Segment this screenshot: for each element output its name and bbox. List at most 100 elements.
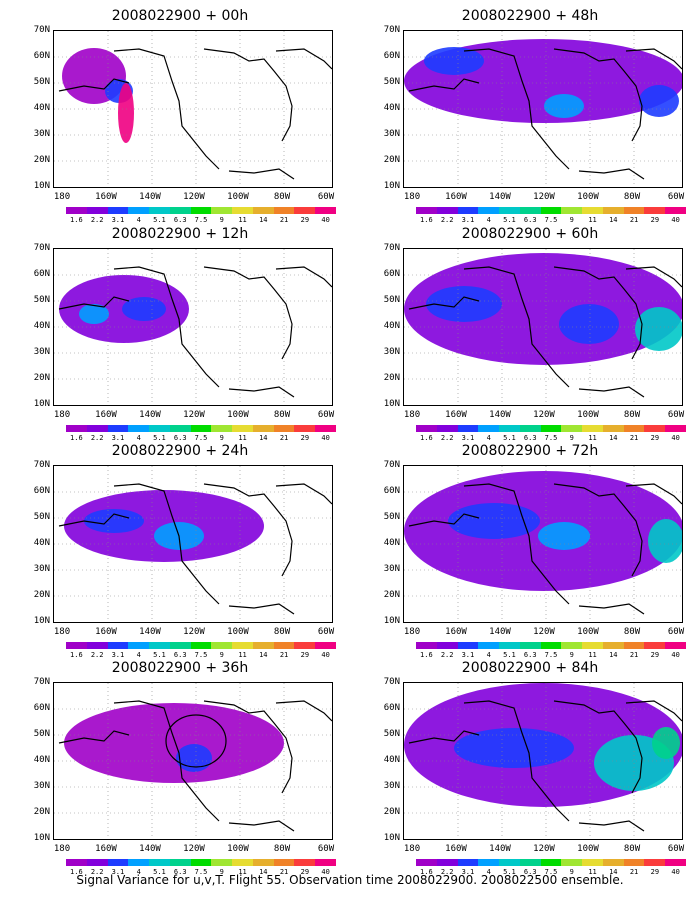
- colorbar-level-label: 29: [650, 216, 660, 224]
- colorbar-level-label: 6.3: [173, 651, 187, 659]
- colorbar-level-label: 21: [279, 216, 289, 224]
- colorbar-level-label: 3.1: [111, 434, 125, 442]
- lat-tick-label: 50N: [33, 512, 50, 522]
- colorbar: [66, 859, 336, 866]
- colorbar-swatch: [623, 859, 645, 866]
- lon-tick-label: 180: [53, 192, 71, 202]
- colorbar-swatch: [107, 207, 129, 214]
- colorbar-swatch: [457, 642, 479, 649]
- colorbar: [66, 207, 336, 214]
- lat-tick-label: 70N: [383, 25, 400, 35]
- lon-tick-label: 60W: [667, 192, 685, 202]
- colorbar-swatch: [169, 642, 191, 649]
- variance-contour: [454, 728, 574, 768]
- colorbar-level-label: 29: [300, 651, 310, 659]
- colorbar-level-label: 3.1: [111, 216, 125, 224]
- colorbar-swatch: [665, 859, 686, 866]
- colorbar-swatch: [315, 207, 336, 214]
- colorbar-swatch: [644, 207, 666, 214]
- colorbar-labels: 1.6 2.2 3.1 4 5.1 6.3 7.5 9 11 14 21 29 40: [66, 868, 336, 877]
- colorbar-swatch: [644, 859, 666, 866]
- colorbar-level-label: 2.2: [90, 868, 104, 876]
- map-panel: 2008022900 + 24h 70N 60N 50N 40N 30N 20N 10N 180…: [20, 443, 340, 661]
- lon-tick-label: 60W: [317, 410, 335, 420]
- colorbar-swatch: [190, 859, 212, 866]
- map-panel: 2008022900 + 36h 70N 60N 50N 40N 30N 20N 10N 180…: [20, 660, 340, 878]
- colorbar-level-label: 11: [238, 216, 247, 224]
- colorbar-swatch: [499, 207, 520, 214]
- lat-tick-label: 20N: [383, 155, 400, 165]
- lat-tick-label: 20N: [383, 373, 400, 383]
- colorbar-level-label: 6.3: [523, 434, 537, 442]
- lat-tick-label: 40N: [33, 538, 50, 548]
- lon-tick-label: 140W: [139, 410, 161, 420]
- colorbar-swatch: [273, 425, 295, 432]
- colorbar-level-label: 11: [588, 216, 597, 224]
- colorbar-swatch: [623, 642, 645, 649]
- coastline: [58, 483, 332, 615]
- colorbar-level-label: 9: [219, 651, 224, 659]
- lon-tick-label: 180: [403, 410, 421, 420]
- colorbar-level-label: 11: [238, 434, 247, 442]
- lon-tick-label: 180: [53, 410, 71, 420]
- lat-tick-label: 20N: [383, 807, 400, 817]
- lon-tick-label: 120W: [533, 627, 555, 637]
- lat-tick-label: 50N: [33, 729, 50, 739]
- colorbar-level-label: 40: [321, 216, 330, 224]
- lat-tick-label: 40N: [33, 103, 50, 113]
- colorbar-level-label: 2.2: [440, 216, 454, 224]
- colorbar: [66, 425, 336, 432]
- lon-tick-label: 140W: [489, 192, 511, 202]
- lat-tick-label: 40N: [383, 538, 400, 548]
- lon-tick-label: 140W: [489, 627, 511, 637]
- colorbar-level-label: 40: [321, 651, 330, 659]
- colorbar-swatch: [582, 859, 603, 866]
- colorbar-swatch: [86, 207, 108, 214]
- lon-tick-label: 160W: [95, 192, 117, 202]
- colorbar-level-label: 9: [219, 216, 224, 224]
- colorbar-swatch: [252, 859, 274, 866]
- lat-tick-label: 40N: [33, 755, 50, 765]
- colorbar-swatch: [190, 207, 212, 214]
- colorbar-swatch: [86, 859, 108, 866]
- colorbar-level-label: 14: [609, 434, 618, 442]
- lon-tick-label: 60W: [317, 192, 335, 202]
- variance-contour: [176, 744, 212, 772]
- colorbar-level-label: 14: [609, 216, 618, 224]
- colorbar-level-label: 3.1: [111, 868, 125, 876]
- colorbar-swatch: [232, 642, 253, 649]
- colorbar-level-label: 40: [321, 868, 330, 876]
- colorbar-level-label: 3.1: [461, 434, 475, 442]
- lat-tick-label: 30N: [33, 347, 50, 357]
- colorbar-swatch: [478, 207, 500, 214]
- lon-tick-label: 160W: [445, 192, 467, 202]
- colorbar-swatch: [644, 425, 666, 432]
- lat-tick-label: 30N: [383, 564, 400, 574]
- colorbar-swatch: [436, 425, 458, 432]
- colorbar-swatch: [149, 425, 170, 432]
- colorbar-level-label: 29: [650, 651, 660, 659]
- colorbar-level-label: 14: [259, 216, 268, 224]
- lat-tick-label: 70N: [383, 243, 400, 253]
- colorbar-swatch: [169, 859, 191, 866]
- colorbar-level-label: 5.1: [153, 434, 166, 442]
- colorbar-level-label: 21: [279, 651, 289, 659]
- colorbar-level-label: 9: [569, 651, 574, 659]
- lat-tick-label: 60N: [383, 269, 400, 279]
- colorbar-level-label: 40: [671, 216, 680, 224]
- lat-tick-label: 30N: [383, 781, 400, 791]
- variance-contour: [118, 83, 134, 143]
- lon-tick-label: 140W: [139, 627, 161, 637]
- lon-tick-label: 80W: [623, 627, 641, 637]
- colorbar-level-label: 7.5: [544, 216, 558, 224]
- colorbar-swatch: [540, 642, 562, 649]
- lat-tick-label: 10N: [383, 616, 400, 626]
- variance-contour: [64, 703, 284, 783]
- colorbar-level-label: 3.1: [111, 651, 125, 659]
- lat-tick-label: 70N: [33, 25, 50, 35]
- colorbar-level-label: 1.6: [420, 868, 433, 876]
- colorbar-level-label: 21: [279, 434, 289, 442]
- lon-tick-label: 80W: [273, 410, 291, 420]
- map-area: [403, 682, 683, 840]
- colorbar-swatch: [478, 859, 500, 866]
